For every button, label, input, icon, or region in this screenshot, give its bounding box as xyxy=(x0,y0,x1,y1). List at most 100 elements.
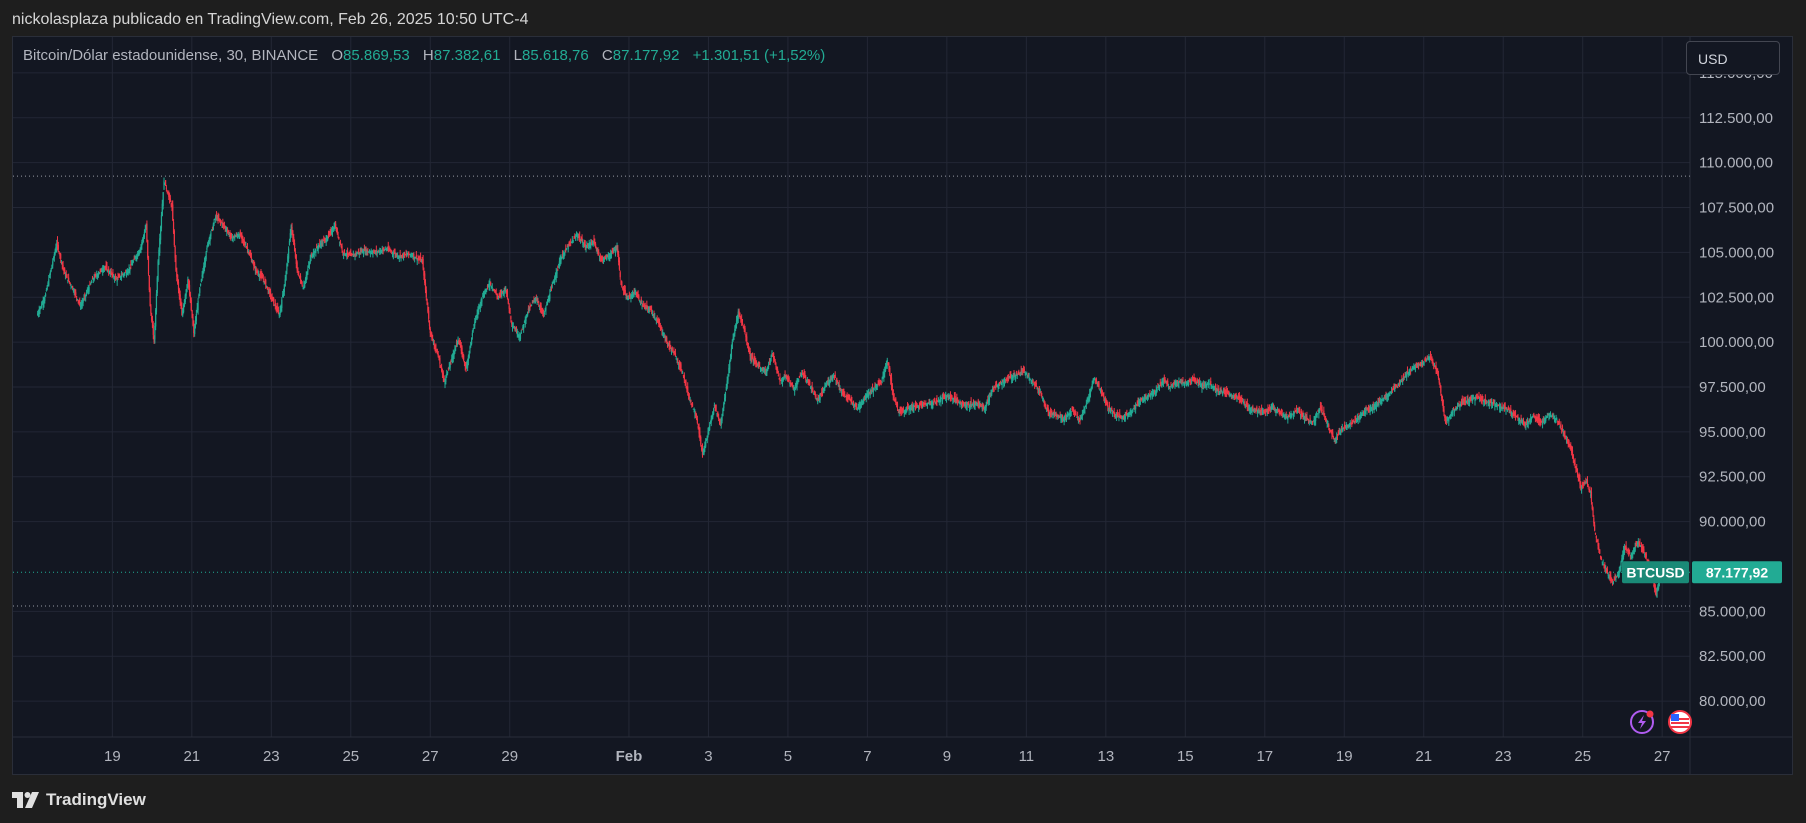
candle-body xyxy=(70,283,71,284)
price-tick-label: 90.000,00 xyxy=(1699,514,1766,531)
lightning-icon[interactable] xyxy=(1631,711,1654,734)
time-tick-label: 9 xyxy=(943,748,951,765)
candle-body xyxy=(121,275,122,277)
candle-body xyxy=(429,321,430,326)
candle-body xyxy=(1107,406,1108,407)
candle-body xyxy=(835,375,836,378)
time-tick-label: 13 xyxy=(1097,748,1114,765)
candle-body xyxy=(47,286,48,289)
chart-pane[interactable]: 115.000,00112.500,00110.000,00107.500,00… xyxy=(12,36,1793,775)
price-tick-label: 107.500,00 xyxy=(1699,200,1774,217)
price-chart[interactable]: 115.000,00112.500,00110.000,00107.500,00… xyxy=(13,37,1792,774)
level-lines xyxy=(13,176,1690,606)
open-value: 85.869,53 xyxy=(343,47,410,64)
candle-body xyxy=(147,240,148,258)
candle-body xyxy=(951,396,952,397)
candle-body xyxy=(742,323,743,324)
candle-body xyxy=(1559,421,1560,424)
candle-body xyxy=(68,278,69,282)
candle-body xyxy=(315,250,316,253)
price-tick-label: 110.000,00 xyxy=(1699,155,1773,172)
candle-body xyxy=(196,314,197,321)
candle-body xyxy=(672,348,673,351)
price-axis: 115.000,00112.500,00110.000,00107.500,00… xyxy=(1699,65,1774,710)
candle-body xyxy=(1098,383,1099,387)
us-flag-icon[interactable] xyxy=(1669,711,1691,733)
candle-body xyxy=(1071,411,1072,412)
candle-body xyxy=(697,419,698,423)
candle-body xyxy=(340,242,341,245)
candle-body xyxy=(439,358,440,364)
candle-body xyxy=(1135,406,1136,409)
time-tick-label: 19 xyxy=(104,748,121,765)
candle-body xyxy=(684,375,685,379)
candle-body xyxy=(41,304,42,307)
candle-body xyxy=(529,307,530,308)
candle-body xyxy=(91,281,92,283)
time-tick-label: 11 xyxy=(1019,748,1035,765)
candle-body xyxy=(820,397,821,400)
candle-body xyxy=(579,236,580,238)
candle-body xyxy=(1308,419,1309,420)
candle-body xyxy=(1515,415,1516,416)
candle-body xyxy=(897,403,898,407)
candle-body xyxy=(60,254,61,259)
candle-body xyxy=(1156,388,1157,391)
candle-body xyxy=(1036,383,1037,387)
time-tick-label: 29 xyxy=(501,748,518,765)
candle-body xyxy=(248,251,249,252)
candle-body xyxy=(58,245,59,250)
time-tick-label: 17 xyxy=(1256,748,1273,765)
candle-body xyxy=(746,336,747,341)
time-tick-label: 25 xyxy=(342,748,359,765)
candle-body xyxy=(447,371,448,373)
price-tick-label: 92.500,00 xyxy=(1699,469,1766,486)
candle-body xyxy=(1337,436,1338,437)
candle-body xyxy=(62,265,63,268)
candle-body xyxy=(265,280,266,285)
candle-body xyxy=(1457,407,1458,408)
candle-body xyxy=(844,394,845,395)
candle-body xyxy=(851,401,852,402)
candle-body xyxy=(281,300,282,308)
currency-button[interactable]: USD xyxy=(1686,41,1780,75)
candle-body xyxy=(509,308,510,314)
candle-body xyxy=(1322,410,1323,411)
candle-body xyxy=(690,400,691,403)
candle-body xyxy=(619,261,620,270)
price-tick-label: 112.500,00 xyxy=(1699,110,1773,127)
candle-body xyxy=(687,386,688,392)
candle-body xyxy=(76,296,77,297)
candle-body xyxy=(1560,424,1561,428)
brand-name: TradingView xyxy=(46,790,146,810)
candle-body xyxy=(490,282,491,284)
candle-body xyxy=(52,261,53,265)
candle-body xyxy=(573,240,574,243)
candle-body xyxy=(150,306,151,313)
tradingview-branding[interactable]: TradingView xyxy=(12,788,146,812)
candle-body xyxy=(521,332,522,334)
candle-body xyxy=(713,408,714,414)
time-tick-label: 5 xyxy=(784,748,792,765)
candle-body xyxy=(288,249,289,259)
candle-body xyxy=(90,283,91,284)
candle-body xyxy=(1556,419,1557,420)
candle-body xyxy=(1596,536,1597,538)
candle-body xyxy=(1328,425,1329,427)
time-tick-label: 7 xyxy=(863,748,871,765)
candle-body xyxy=(1024,369,1025,371)
candle-body xyxy=(552,286,553,287)
candle-body xyxy=(150,289,151,307)
candle-body xyxy=(213,222,214,224)
candle-body xyxy=(700,437,701,444)
candle-body xyxy=(106,266,107,270)
candle-body xyxy=(337,236,338,237)
candle-body xyxy=(322,242,323,244)
candle-body xyxy=(784,378,785,379)
low-label: L xyxy=(514,47,522,64)
candle-body xyxy=(1592,508,1593,516)
high-label: H xyxy=(423,47,434,64)
price-tick-label: 102.500,00 xyxy=(1699,289,1774,306)
candle-body xyxy=(1452,412,1453,416)
candle-body xyxy=(344,250,345,253)
